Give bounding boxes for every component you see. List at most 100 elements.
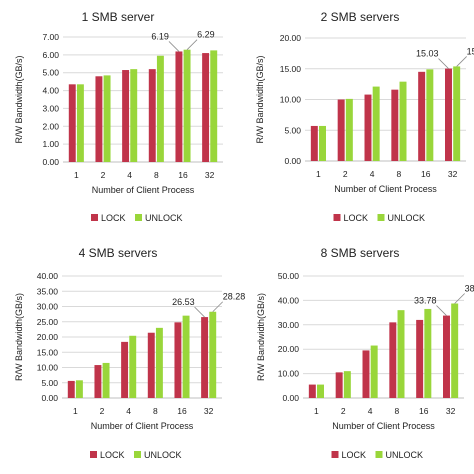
bar-unlock-8: [156, 55, 164, 162]
legend-label-lock: LOCK: [342, 450, 367, 460]
y-tick-label: 20.00: [280, 33, 302, 43]
bar-unlock-8: [155, 327, 163, 398]
y-tick-label: 0.00: [282, 393, 299, 403]
x-tick-label: 4: [370, 169, 375, 179]
y-axis-label: R/W Bandwidth(GB/s): [256, 293, 266, 381]
data-label-leader: [454, 293, 465, 304]
x-tick-label: 16: [419, 406, 429, 416]
x-tick-label: 2: [343, 169, 348, 179]
data-label: 38.73: [465, 283, 474, 293]
legend-label-unlock: UNLOCK: [145, 213, 183, 223]
legend-swatch-lock: [331, 451, 339, 458]
bar-unlock-16: [424, 308, 432, 398]
y-tick-label: 7.00: [42, 32, 59, 42]
data-label: 15.38: [467, 46, 474, 56]
x-tick-label: 32: [204, 406, 214, 416]
y-tick-label: 6.00: [42, 50, 59, 60]
x-tick-label: 1: [74, 170, 79, 180]
y-tick-label: 5.00: [284, 125, 301, 135]
bar-unlock-2: [102, 362, 110, 398]
bar-unlock-4: [372, 86, 380, 161]
data-label: 15.03: [416, 49, 439, 59]
bar-lock-4: [122, 70, 130, 162]
y-axis-label: R/W Bandwidth(GB/s): [255, 55, 265, 143]
legend-label-unlock: UNLOCK: [386, 450, 424, 460]
legend-label-lock: LOCK: [100, 450, 125, 460]
y-tick-label: 10.00: [280, 95, 302, 105]
x-tick-label: 1: [316, 169, 321, 179]
y-tick-label: 5.00: [42, 68, 59, 78]
x-axis-label: Number of Client Process: [92, 185, 195, 195]
legend-label-lock: LOCK: [344, 213, 369, 223]
bar-lock-1: [310, 125, 318, 161]
bar-lock-2: [95, 76, 103, 162]
x-tick-label: 2: [101, 170, 106, 180]
bar-unlock-1: [75, 380, 83, 398]
data-label-leader: [438, 58, 449, 69]
legend-swatch-unlock: [135, 214, 142, 221]
data-label: 33.78: [414, 296, 437, 306]
y-tick-label: 15.00: [37, 347, 59, 357]
y-tick-label: 20.00: [37, 332, 59, 342]
legend-label-lock: LOCK: [101, 213, 126, 223]
bar-unlock-16: [426, 69, 434, 161]
bar-lock-32: [202, 53, 210, 163]
y-tick-label: 2.00: [42, 121, 59, 131]
data-label-leader: [212, 301, 224, 313]
y-tick-label: 10.00: [37, 363, 59, 373]
legend: LOCK UNLOCK: [90, 450, 182, 460]
y-axis-label: R/W Bandwidth(GB/s): [14, 55, 24, 143]
y-tick-label: 25.00: [37, 317, 59, 327]
x-tick-label: 4: [368, 406, 373, 416]
bar-unlock-8: [397, 310, 405, 398]
legend-swatch-lock: [90, 451, 97, 458]
x-tick-label: 32: [205, 170, 215, 180]
bar-lock-16: [174, 322, 182, 398]
data-label: 6.19: [151, 31, 169, 41]
x-tick-label: 8: [397, 169, 402, 179]
x-tick-label: 8: [153, 406, 158, 416]
bar-lock-1: [308, 384, 316, 398]
chart-panel-3: 4 SMB servers 0.00 5.00 10.00 15.00 20.00 25.0…: [14, 246, 245, 460]
y-tick-label: 5.00: [41, 378, 58, 388]
legend-label-unlock: UNLOCK: [388, 213, 426, 223]
bar-unlock-8: [399, 81, 407, 161]
data-label: 26.53: [172, 297, 195, 307]
bar-lock-2: [337, 99, 345, 161]
chart-panel-4: 8 SMB servers 0.00 10.00 20.00 30.00 40.00 50.…: [256, 246, 474, 460]
data-label-leader: [194, 306, 205, 318]
chart-title: 8 SMB servers: [321, 246, 400, 260]
chart-title: 4 SMB servers: [79, 246, 158, 260]
y-tick-label: 40.00: [278, 295, 300, 305]
x-axis-label: Number of Client Process: [334, 184, 437, 194]
bar-lock-8: [147, 332, 155, 398]
y-tick-label: 0.00: [41, 393, 58, 403]
y-tick-label: 0.00: [284, 156, 301, 166]
x-tick-label: 16: [421, 169, 431, 179]
legend-swatch-unlock: [134, 451, 141, 458]
bar-lock-4: [364, 94, 372, 161]
bar-lock-8: [389, 322, 397, 398]
bar-unlock-2: [345, 98, 353, 161]
bar-unlock-4: [129, 335, 137, 398]
y-tick-label: 3.00: [42, 103, 59, 113]
y-tick-label: 30.00: [37, 302, 59, 312]
bar-lock-16: [416, 319, 424, 398]
bar-lock-32: [201, 317, 209, 398]
bar-lock-32: [443, 315, 450, 398]
y-tick-label: 15.00: [280, 64, 302, 74]
bar-lock-8: [148, 69, 156, 162]
x-tick-label: 1: [73, 406, 78, 416]
bar-unlock-2: [343, 371, 351, 398]
x-axis-label: Number of Client Process: [91, 421, 194, 431]
x-tick-label: 16: [177, 406, 187, 416]
legend: LOCK UNLOCK: [91, 213, 183, 223]
x-tick-label: 2: [341, 406, 346, 416]
data-label-leader: [436, 305, 447, 316]
bar-lock-32: [445, 68, 452, 161]
y-tick-label: 1.00: [42, 139, 59, 149]
legend: LOCK UNLOCK: [333, 213, 426, 223]
x-tick-label: 8: [154, 170, 159, 180]
legend: LOCK UNLOCK: [331, 450, 424, 460]
